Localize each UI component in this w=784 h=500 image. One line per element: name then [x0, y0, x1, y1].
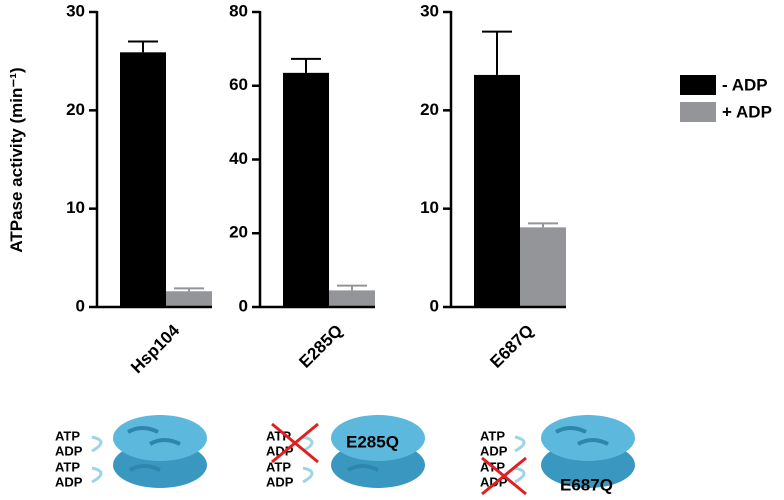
x-tick-label: E285Q: [295, 321, 346, 372]
x-tick-label: E687Q: [486, 321, 537, 372]
legend-swatch: [680, 102, 716, 122]
bar: [474, 74, 520, 307]
diagram-label: ATP: [55, 428, 80, 443]
diagram-label: ATP: [55, 459, 80, 474]
diagram-label: ADP: [266, 474, 294, 489]
y-tick-label: 0: [239, 296, 248, 315]
error-bar: [128, 40, 158, 53]
diagram-label: ATP: [266, 428, 291, 443]
x-tick-label: Hsp104: [127, 320, 184, 377]
y-tick-label: 0: [76, 296, 85, 315]
y-tick-label: 10: [420, 198, 439, 217]
legend-label: - ADP: [722, 75, 768, 94]
diagram: ATP ADP ATP ADP: [55, 415, 207, 489]
ring-groove: [555, 426, 609, 446]
legend-label: + ADP: [722, 102, 772, 121]
cycle-arrow: [302, 435, 314, 484]
error-bar: [528, 222, 558, 228]
ring: [541, 415, 635, 461]
y-tick-label: 20: [66, 100, 85, 119]
diagram-label: ATP: [266, 459, 291, 474]
y-tick-label: 40: [229, 149, 248, 168]
ring-groove: [127, 426, 181, 472]
y-tick-label: 20: [420, 100, 439, 119]
ring: [331, 415, 425, 461]
diagram-label: ADP: [55, 474, 83, 489]
y-tick-label: 10: [66, 198, 85, 217]
cycle-arrow: [514, 435, 526, 484]
diagram: ATP ADP ATP ADP E285Q: [266, 415, 425, 489]
bar: [520, 227, 566, 307]
legend-swatch: [680, 75, 716, 95]
ring: [113, 415, 207, 461]
mutation-label: E687Q: [560, 475, 613, 494]
mutation-label: E285Q: [346, 432, 399, 451]
diagram-label: ATP: [480, 428, 505, 443]
y-tick-label: 0: [430, 296, 439, 315]
bar: [283, 72, 329, 307]
y-tick-label: 80: [229, 1, 248, 20]
bar: [120, 52, 166, 307]
bar: [166, 291, 212, 307]
y-tick-label: 20: [229, 223, 248, 242]
y-tick-label: 60: [229, 75, 248, 94]
diagram-label: ADP: [55, 443, 83, 458]
ring-groove: [347, 464, 379, 472]
cross: [481, 456, 527, 496]
y-tick-label: 30: [420, 1, 439, 20]
diagram-label: ADP: [480, 443, 508, 458]
bar: [329, 290, 375, 307]
diagram-label: ADP: [266, 443, 294, 458]
error-bar: [482, 30, 512, 75]
error-bar: [174, 287, 204, 292]
error-bar: [291, 57, 321, 73]
cycle-arrow: [91, 435, 103, 484]
y-axis-label: ATPase activity (min⁻¹): [7, 67, 26, 252]
y-tick-label: 30: [66, 1, 85, 20]
cross: [271, 422, 319, 464]
error-bar: [337, 284, 367, 291]
diagram: ATP ADP ATP ADP E687Q: [480, 415, 635, 496]
